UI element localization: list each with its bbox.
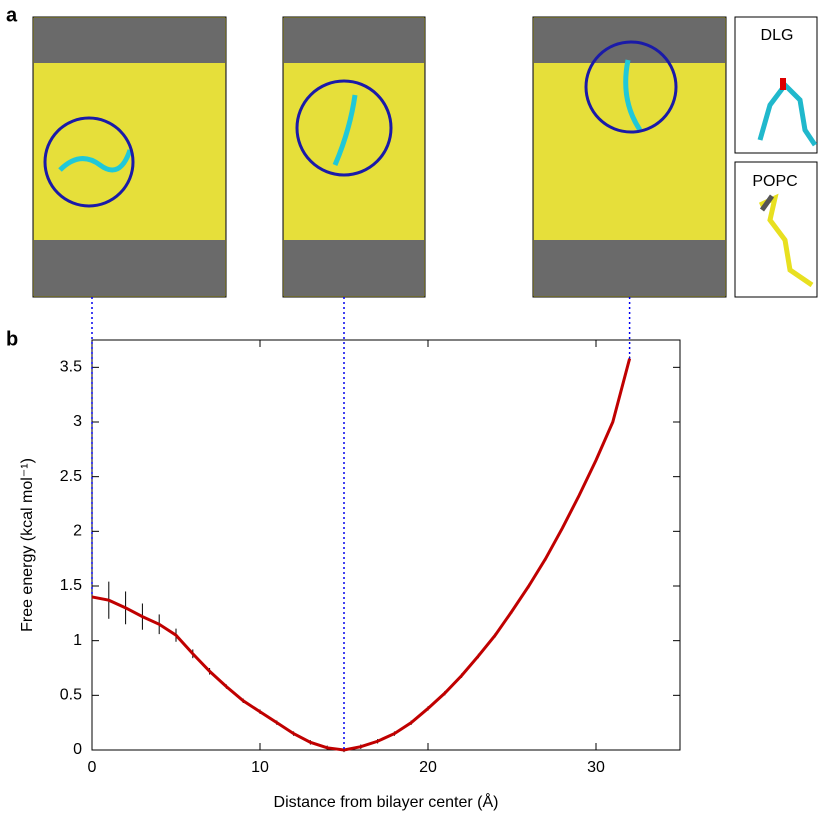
y-axis-title: Free energy (kcal mol⁻¹): [19, 458, 36, 632]
y-tick-label: 2: [73, 523, 82, 540]
y-tick-label: 2.5: [60, 468, 82, 485]
x-axis-title: Distance from bilayer center (Å): [274, 792, 499, 811]
y-tick-label: 3: [73, 413, 82, 430]
plot-frame: [91, 339, 681, 751]
line: [91, 358, 632, 752]
x-tick-label: 10: [251, 759, 269, 776]
inset: DLG: [734, 16, 818, 154]
x-tick-label: 0: [88, 759, 97, 776]
y-tick-label: 3.5: [60, 359, 82, 376]
y-tick-label: 0.5: [60, 687, 82, 704]
snapshot: [532, 16, 727, 298]
snapshots: DLG POPC: [32, 16, 818, 298]
inset: POPC: [734, 161, 818, 298]
panel-label: b: [6, 328, 18, 350]
x-tick-label: 20: [419, 759, 437, 776]
snapshot: [32, 16, 227, 298]
snapshot: [282, 16, 426, 298]
y-tick-label: 1: [73, 632, 82, 649]
y-tick-label: 1.5: [60, 577, 82, 594]
x-tick-label: 30: [587, 759, 605, 776]
y-tick-label: 0: [73, 741, 82, 758]
inset-label: DLG: [761, 27, 794, 44]
inset-label: POPC: [752, 173, 797, 190]
panel-label: a: [6, 4, 18, 26]
